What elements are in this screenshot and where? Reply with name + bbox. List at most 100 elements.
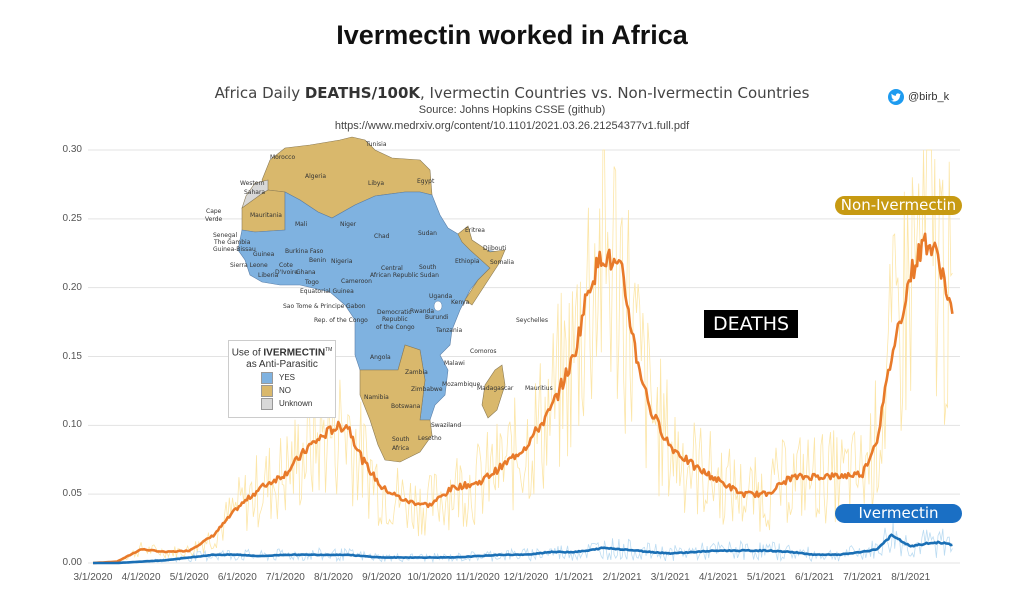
- map-country-label: Seychelles: [516, 317, 548, 324]
- legend-item-unknown: Unknown: [261, 397, 335, 410]
- x-tick-label: 6/1/2021: [795, 572, 834, 583]
- legend-label-yes: YES: [279, 373, 296, 383]
- map-country-label: Egypt: [417, 178, 435, 185]
- map-country-label: Burundi: [425, 314, 449, 321]
- legend-title-tm: TM: [325, 347, 333, 353]
- map-country-label: Togo: [305, 279, 319, 286]
- legend-title-line2: as Anti-Parasitic: [246, 359, 318, 371]
- map-country-label: Niger: [340, 221, 357, 228]
- x-tick-label: 11/1/2020: [455, 572, 500, 583]
- map-country-label: Namibia: [364, 394, 389, 401]
- map-region-yes: [237, 191, 501, 421]
- y-tick-label: 0.30: [62, 144, 82, 155]
- y-tick-label: 0.05: [62, 488, 82, 500]
- map-country-label: The Gambia: [214, 239, 251, 246]
- map-country-label: Comoros: [470, 348, 497, 355]
- map-country-label: Chad: [374, 233, 390, 240]
- map-country-label: Sudan: [420, 272, 439, 279]
- map-country-label: Cote: [279, 262, 293, 269]
- social-handle: @birb_k: [888, 89, 949, 105]
- map-country-label: Uganda: [429, 293, 453, 300]
- x-tick-label: 9/1/2020: [362, 572, 402, 583]
- map-country-label: Rep. of the Congo: [314, 317, 368, 324]
- map-country-label: Botswana: [391, 403, 421, 410]
- map-country-label: Sao Tome & Principe: [283, 303, 345, 310]
- map-country-label: Zimbabwe: [411, 386, 443, 393]
- map-country-label: Sahara: [244, 189, 266, 196]
- chart-lines: [92, 149, 954, 565]
- y-tick-label: 0.10: [62, 419, 82, 431]
- ivermectin-line: [93, 533, 953, 565]
- map-region-madagascar: [481, 364, 506, 419]
- map-country-label: Algeria: [305, 173, 327, 180]
- map-country-label: Guinea: [253, 251, 275, 258]
- x-tick-label: 4/1/2021: [698, 572, 738, 583]
- map-country-label: of the Congo: [376, 324, 415, 331]
- map-country-label: Mauritius: [525, 385, 553, 392]
- map-country-label: Rwanda: [410, 308, 435, 315]
- twitter-handle: @birb_k: [908, 91, 950, 103]
- map-region-south-no: [359, 344, 433, 463]
- non-ivermectin-line: [92, 232, 954, 565]
- y-tick-label: 0.00: [62, 557, 82, 568]
- map-country-label: Morocco: [270, 154, 296, 161]
- map-country-label: Madagascar: [477, 385, 514, 392]
- africa-map: [237, 136, 506, 463]
- y-tick-label: 0.15: [62, 350, 82, 362]
- twitter-bird-icon: [888, 89, 904, 105]
- chart-source: Source: Johns Hopkins CSSE (github): [418, 104, 606, 116]
- headline: Ivermectin worked in Africa: [336, 20, 688, 50]
- deaths-label: DEATHS: [704, 310, 799, 338]
- legend-swatch-no: [261, 384, 273, 397]
- map-country-label: Mauritania: [250, 212, 282, 219]
- map-legend: Use of IVERMECTINTM as Anti-Parasitic YE…: [228, 340, 336, 418]
- raw-daily-line-0: [92, 149, 953, 564]
- map-country-label: Djibouti: [483, 245, 507, 252]
- x-tick-label: 10/1/2020: [407, 572, 452, 583]
- x-tick-label: 2/1/2021: [602, 572, 642, 583]
- chart-url: https://www.medrxiv.org/content/10.1101/…: [334, 120, 690, 132]
- x-tick-label: 8/1/2021: [891, 572, 931, 583]
- legend-title-prefix: Use of: [231, 347, 264, 359]
- gridlines: [88, 149, 960, 564]
- x-tick-label: 8/1/2020: [314, 572, 353, 583]
- map-country-label: Republic: [382, 316, 408, 323]
- map-country-label: D'Ivoire: [275, 269, 298, 276]
- map-country-label: Democratic: [377, 309, 412, 316]
- map-country-label: Central: [381, 265, 403, 272]
- map-country-label: Benin: [309, 257, 327, 264]
- map-country-label: Sudan: [418, 230, 437, 237]
- x-tick-label: 5/1/2021: [746, 572, 786, 583]
- chart-title-bold: DEATHS/100K: [304, 84, 421, 102]
- y-tick-label: 0.20: [62, 281, 82, 293]
- map-country-label: Liberia: [258, 272, 279, 279]
- map-country-label: Kenya: [451, 299, 470, 306]
- map-country-label: African Republic: [370, 272, 419, 279]
- legend-label-unknown: Unknown: [279, 399, 313, 409]
- map-country-label: Guinea-Bissau: [213, 246, 256, 253]
- map-country-label: Lesotho: [418, 435, 442, 442]
- map-country-label: Libya: [368, 180, 385, 187]
- map-country-label: Gabon: [346, 303, 366, 310]
- map-country-label: Eritrea: [465, 227, 485, 234]
- non-ivermectin-label: Non-Ivermectin: [835, 196, 962, 215]
- x-tick-label: 6/1/2020: [217, 572, 257, 583]
- map-lake-victoria: [433, 300, 443, 312]
- legend-swatch-unknown: [261, 397, 273, 410]
- map-country-label: Ghana: [296, 269, 316, 276]
- map-country-label: Nigeria: [331, 258, 353, 265]
- x-tick-label: 1/1/2021: [554, 572, 594, 583]
- y-tick-label: 0.25: [62, 212, 82, 224]
- map-country-label: South: [392, 436, 410, 443]
- map-country-label: Zambia: [405, 369, 428, 376]
- map-region-horn: [457, 225, 506, 306]
- map-country-label: South: [419, 264, 437, 271]
- legend-swatch-yes: [261, 371, 273, 384]
- map-country-label: Ethiopia: [455, 258, 480, 265]
- map-country-label: Malawi: [444, 360, 465, 367]
- map-country-label: Tunisia: [366, 141, 387, 148]
- map-country-label: Senegal: [213, 232, 238, 239]
- x-tick-label: 5/1/2020: [169, 572, 209, 583]
- ivermectin-label: Ivermectin: [835, 504, 962, 523]
- map-country-label: Tanzania: [436, 327, 463, 334]
